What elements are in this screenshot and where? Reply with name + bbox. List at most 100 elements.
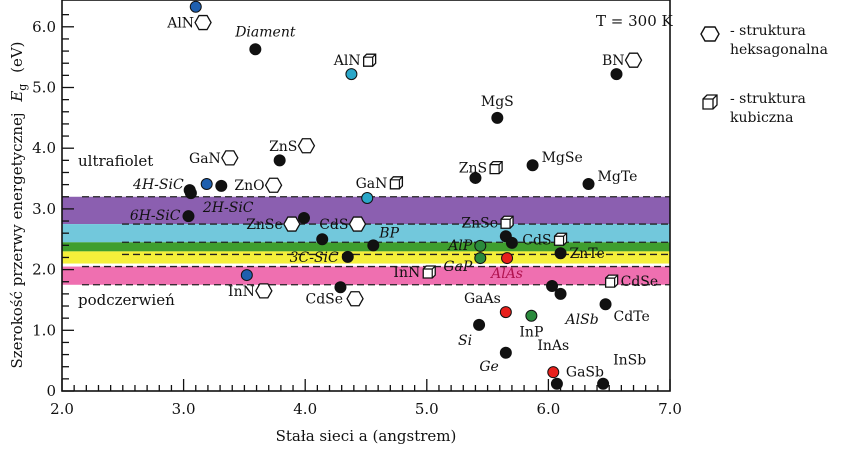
data-point: ZnO: [234, 177, 283, 194]
y-tick-label: 4.0: [32, 139, 56, 157]
circle-marker: [334, 281, 347, 294]
circle-marker: [240, 269, 253, 282]
circle-marker: [361, 191, 374, 204]
data-point: GaSb: [550, 365, 604, 390]
point-label: GaN: [189, 151, 221, 167]
x-axis-label: Stała sieci a (angstrem): [276, 427, 457, 445]
data-point: InSb: [597, 353, 646, 390]
circle-marker: [249, 43, 262, 56]
x-tick-label: 4.0: [293, 400, 317, 418]
data-point: [273, 154, 286, 167]
point-label: Ge: [479, 359, 498, 375]
circle-marker: [341, 250, 354, 263]
point-label: InN: [393, 265, 420, 281]
point-label: MgSe: [542, 150, 583, 166]
circle-marker: [297, 212, 310, 225]
circle-marker: [473, 318, 486, 331]
data-point: CdS: [522, 232, 568, 248]
legend: - struktura heksagonalna - struktura kub…: [700, 22, 850, 158]
data-point: ZnSe: [461, 215, 514, 231]
circle-marker: [200, 178, 213, 191]
data-point: InN: [393, 265, 436, 281]
data-point: CdTe: [599, 298, 650, 325]
data-point: [240, 269, 253, 282]
data-point: CdSe: [305, 291, 364, 308]
axis-ticks: 0 1.0 2.0 3.0 4.0 5.0 6.0 2.0 3.0 4.0 5.0 6.0 7.0: [32, 14, 682, 418]
data-point: [215, 179, 228, 192]
circle-marker: [582, 178, 595, 191]
point-label: 3C-SiC: [290, 250, 339, 266]
point-label: BN: [602, 53, 625, 69]
circle-marker: [550, 377, 563, 390]
data-point: InP: [519, 309, 543, 341]
point-label: 6H-SiC: [130, 208, 181, 224]
y-axis-label-text: Szerokość przerwy energetycznej: [8, 112, 26, 368]
point-label: ZnSe: [246, 217, 283, 233]
data-point: MgTe: [582, 169, 638, 191]
point-label: InP: [519, 325, 543, 341]
circle-marker: [554, 247, 567, 260]
legend-item-cube: - struktura kubiczna: [700, 90, 850, 128]
point-label: GaP: [443, 259, 473, 275]
band-blue: [62, 224, 670, 243]
legend-item-hex: - struktura heksagonalna: [700, 22, 850, 60]
point-label: CdS: [522, 232, 551, 248]
point-label: GaSb: [566, 365, 604, 381]
data-point: 3C-SiC: [290, 250, 354, 266]
data-point: [469, 171, 482, 184]
point-label: MgS: [481, 94, 514, 110]
hexagon-marker: [221, 150, 239, 166]
data-point: InAs: [537, 338, 569, 379]
y-tick-label: 1.0: [32, 321, 56, 339]
data-point: AlAs: [489, 252, 523, 282]
hexagon-marker: [255, 283, 273, 299]
point-label: AlAs: [489, 266, 523, 282]
data-point: [610, 68, 623, 81]
band-red: [62, 266, 670, 285]
point-label: BP: [378, 225, 399, 241]
circle-marker: [316, 233, 329, 246]
point-label: ZnS: [269, 139, 297, 155]
region-label-ir: podczerwień: [78, 291, 175, 309]
circle-marker: [367, 239, 380, 252]
data-point: 2H-SiC: [184, 187, 254, 216]
point-label: CdS: [319, 217, 348, 233]
data-point: Si: [458, 318, 486, 349]
y-tick-label: 5.0: [32, 79, 56, 97]
circle-marker: [505, 236, 518, 249]
point-label: 2H-SiC: [202, 200, 254, 216]
circle-marker: [501, 252, 514, 265]
point-label: 4H-SiC: [132, 177, 184, 193]
x-tick-label: 6.0: [536, 400, 560, 418]
point-label: MgTe: [598, 169, 638, 185]
x-tick-label: 3.0: [172, 400, 196, 418]
cube-icon: [702, 94, 718, 110]
legend-text-hex: - struktura heksagonalna: [730, 23, 828, 58]
region-label-uv: ultrafiolet: [78, 152, 153, 170]
hexagon-marker: [624, 52, 643, 68]
hexagon-marker: [297, 138, 316, 154]
data-point: ZnS: [459, 161, 503, 177]
circle-marker: [526, 159, 539, 172]
point-label: Si: [458, 333, 472, 349]
data-point: Diament: [234, 24, 296, 56]
y-axis-label: Szerokość przerwy energetycznej Eg (eV): [8, 41, 30, 368]
data-point: ZnSe: [246, 216, 301, 233]
circle-marker: [525, 309, 538, 322]
circle-marker: [499, 346, 512, 359]
point-label: AlN: [166, 16, 194, 32]
circle-marker: [474, 239, 487, 252]
band-green: [62, 242, 670, 252]
y-axis-symbol: E: [8, 91, 26, 103]
circle-marker: [345, 68, 358, 81]
data-point: [297, 212, 310, 225]
point-label: ZnSe: [461, 215, 498, 231]
y-tick-label: 2.0: [32, 261, 56, 279]
dashed-levels: [82, 196, 670, 286]
data-point: GaP: [443, 252, 487, 275]
hexagon-marker: [346, 291, 364, 307]
circle-marker: [491, 111, 504, 124]
point-label: ZnO: [234, 178, 264, 194]
circle-marker: [597, 377, 610, 390]
